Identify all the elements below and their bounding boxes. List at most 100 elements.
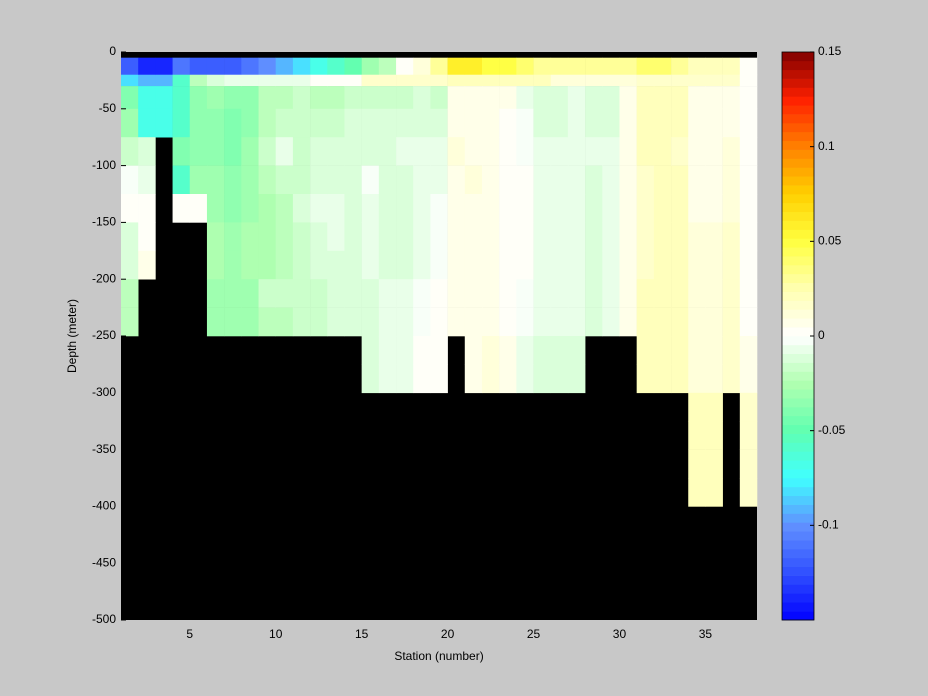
heat-cell	[327, 137, 345, 166]
heat-cell	[722, 74, 741, 87]
heat-cell	[567, 336, 586, 365]
heat-cell	[430, 250, 448, 280]
heat-cell	[430, 194, 448, 223]
heat-cell	[705, 307, 723, 337]
colorbar-swatch	[782, 273, 814, 284]
heat-cell	[653, 336, 672, 365]
heat-cell	[722, 57, 741, 76]
heat-cell	[292, 137, 311, 166]
colorbar-swatch	[782, 247, 814, 257]
heat-cell	[206, 86, 225, 110]
heat-cell	[327, 194, 345, 223]
colorbar-swatch	[782, 442, 814, 452]
heat-cell	[499, 307, 517, 337]
colorbar-swatch	[782, 238, 814, 248]
heat-cell	[361, 364, 380, 394]
heat-cell	[722, 194, 741, 223]
heat-cell	[464, 86, 483, 110]
heat-cell	[516, 194, 534, 223]
heat-cell	[172, 74, 191, 87]
heat-cell	[585, 137, 603, 166]
colorbar-tick-label: 0.05	[818, 234, 842, 248]
heat-cell	[430, 74, 448, 87]
heat-cell	[206, 250, 225, 280]
heat-cell	[739, 364, 758, 394]
heat-cell	[481, 74, 500, 87]
colorbar-swatch	[782, 256, 814, 266]
heat-cell	[396, 364, 414, 394]
heat-cell	[206, 222, 225, 252]
heat-cell	[481, 57, 500, 76]
heat-cell	[138, 137, 156, 166]
x-axis-label: Station (number)	[394, 649, 483, 663]
heat-cell	[688, 392, 706, 422]
heat-cell	[138, 165, 156, 195]
heat-cell	[533, 74, 552, 87]
heat-cell	[361, 250, 380, 280]
heat-cell	[653, 165, 672, 195]
colorbar-swatch	[782, 407, 814, 417]
heat-cell	[722, 307, 741, 337]
colorbar-swatch	[782, 513, 814, 523]
heat-cell	[722, 222, 741, 252]
heat-cell	[585, 194, 603, 223]
heat-cell	[224, 250, 242, 280]
heat-cell	[671, 108, 689, 138]
heat-cell	[258, 194, 277, 223]
heat-cell	[464, 108, 483, 138]
colorbar-swatch	[782, 220, 814, 230]
heat-cell	[344, 137, 362, 166]
colorbar-tick-label: 0	[818, 328, 825, 342]
heat-cell	[138, 57, 156, 76]
heat-cell	[550, 108, 569, 138]
heat-cell	[155, 74, 173, 87]
heat-cell	[464, 57, 483, 76]
heat-cell	[292, 165, 311, 195]
heat-cell	[206, 57, 225, 76]
colorbar-swatch	[782, 149, 814, 159]
heat-cell	[481, 222, 500, 252]
colorbar-swatch	[782, 344, 814, 355]
heat-cell	[224, 165, 242, 195]
colorbar-swatch	[782, 211, 814, 221]
heat-cell	[155, 57, 173, 76]
colorbar-swatch	[782, 424, 814, 434]
heat-cell	[499, 364, 517, 394]
heat-cell	[292, 57, 311, 76]
heat-cell	[550, 279, 569, 308]
heat-cell	[602, 307, 620, 337]
heat-cell	[516, 364, 534, 394]
heat-cell	[224, 194, 242, 223]
heat-cell	[292, 74, 311, 87]
heat-cell	[310, 108, 328, 138]
colorbar-swatch	[782, 105, 814, 115]
colorbar-swatch	[782, 575, 814, 585]
heat-cell	[688, 478, 706, 507]
heat-cell	[688, 74, 706, 87]
heat-cell	[121, 137, 139, 166]
heat-cell	[567, 57, 586, 76]
heat-cell	[396, 137, 414, 166]
heat-cell	[636, 279, 655, 308]
heat-cell	[447, 57, 466, 76]
heat-cell	[481, 336, 500, 365]
heat-cell	[258, 222, 277, 252]
heat-cell	[241, 250, 259, 280]
heat-cell	[585, 74, 603, 87]
heat-cell	[275, 279, 294, 308]
heat-cell	[224, 222, 242, 252]
heat-cell	[653, 86, 672, 110]
colorbar-swatch	[782, 557, 814, 568]
heat-cell	[671, 250, 689, 280]
heat-cell	[533, 194, 552, 223]
heat-cell	[241, 222, 259, 252]
heat-cell	[258, 165, 277, 195]
heat-cell	[705, 392, 723, 422]
heat-cell	[361, 57, 380, 76]
heat-cell	[327, 165, 345, 195]
heat-cell	[688, 137, 706, 166]
heat-cell	[241, 165, 259, 195]
heat-cell	[172, 57, 191, 76]
heat-cell	[481, 194, 500, 223]
